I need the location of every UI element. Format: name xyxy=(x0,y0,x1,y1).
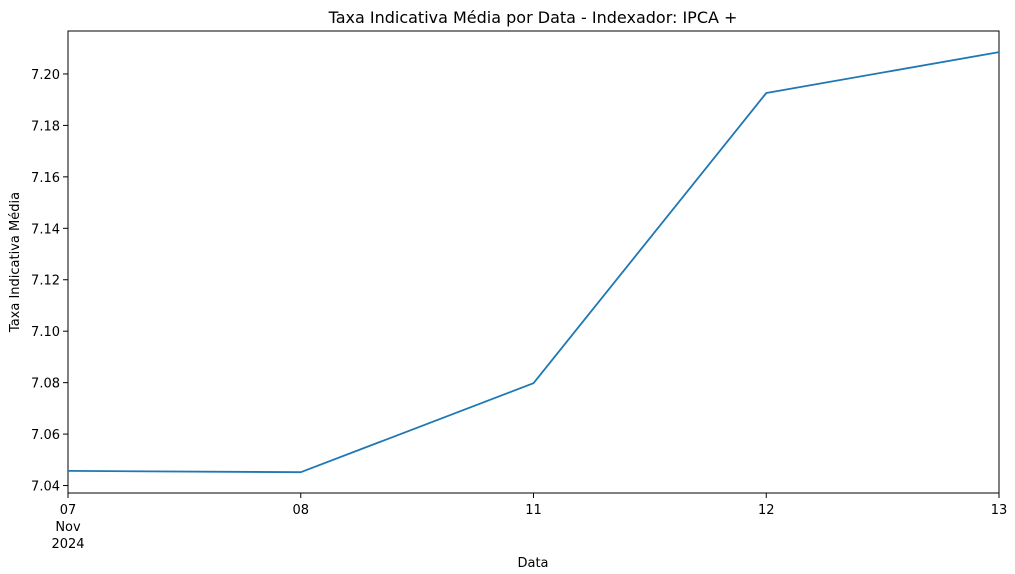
x-tick-label: 13 xyxy=(991,503,1008,518)
y-tick-label: 7.16 xyxy=(31,171,60,186)
y-axis: 7.04 7.06 7.08 7.10 7.12 7.14 7.16 7.18 7.20 xyxy=(31,68,68,495)
series-group xyxy=(67,51,1000,474)
y-tick-label: 7.14 xyxy=(31,222,60,237)
y-tick-label: 7.08 xyxy=(31,377,60,392)
x-tick-label: 08 xyxy=(292,503,309,518)
y-tick-label: 7.10 xyxy=(31,325,60,340)
x-tick-label: 11 xyxy=(525,503,542,518)
y-tick-label: 7.20 xyxy=(31,68,60,83)
y-tick-label: 7.04 xyxy=(31,480,60,495)
series-line xyxy=(67,51,1000,474)
y-axis-label: Taxa Indicativa Média xyxy=(8,192,23,333)
y-tick-label: 7.12 xyxy=(31,274,60,289)
x-tick-label: 12 xyxy=(758,503,775,518)
chart-title: Taxa Indicativa Média por Data - Indexad… xyxy=(328,8,738,27)
y-tick-label: 7.18 xyxy=(31,119,60,134)
plot-area xyxy=(67,30,1000,494)
x-axis-label: Data xyxy=(517,556,548,571)
x-tick-sublabel: 2024 xyxy=(51,537,84,552)
x-tick-label: 07 xyxy=(60,503,77,518)
x-axis: 07 08 11 12 13 Nov 2024 xyxy=(51,493,1007,552)
x-tick-sublabel: Nov xyxy=(55,520,81,535)
y-tick-label: 7.06 xyxy=(31,428,60,443)
